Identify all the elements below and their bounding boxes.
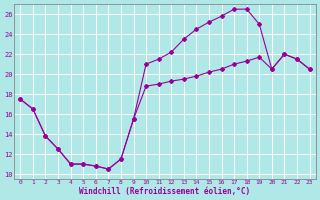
X-axis label: Windchill (Refroidissement éolien,°C): Windchill (Refroidissement éolien,°C) bbox=[79, 187, 251, 196]
